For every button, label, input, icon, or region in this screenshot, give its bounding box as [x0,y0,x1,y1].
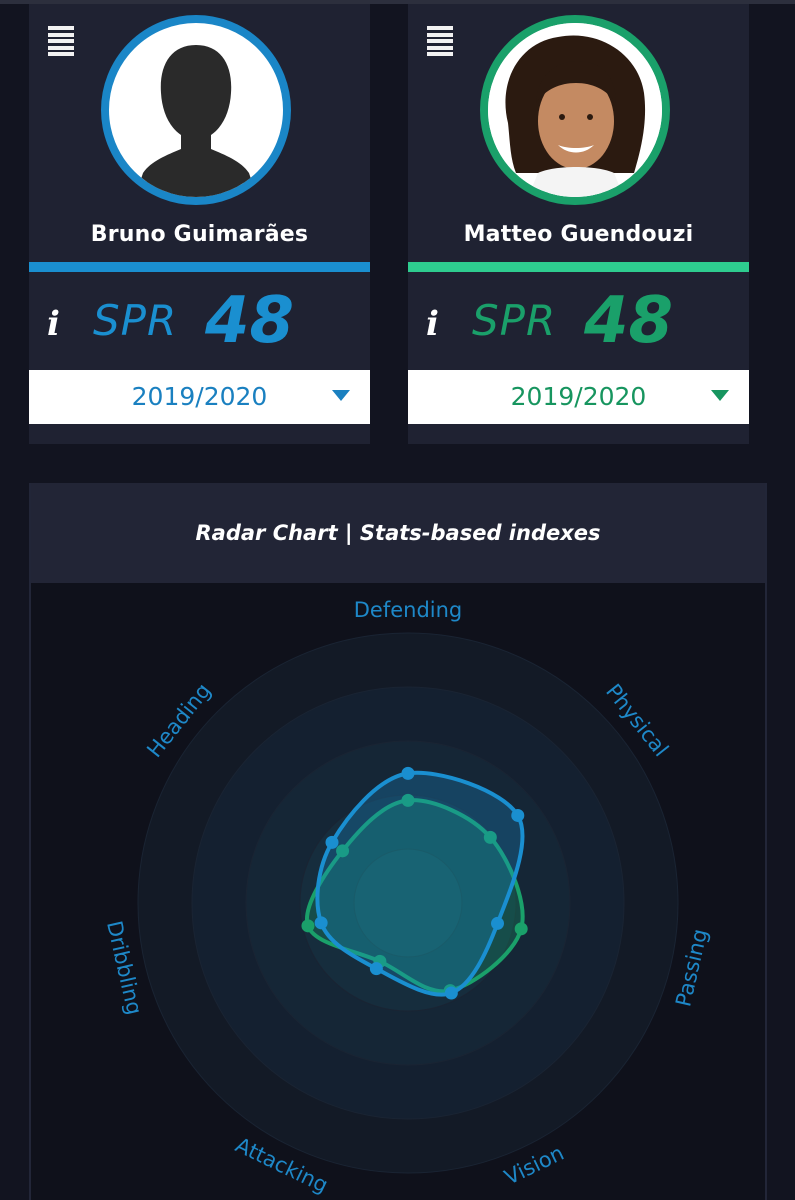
radar-point[interactable] [483,830,497,844]
radar-point[interactable] [369,962,383,976]
caret-down-icon [332,390,350,401]
radar-point[interactable] [401,793,415,807]
radar-grid-ring [353,848,463,958]
radar-chart: DefendingPhysicalPassingVisionAttackingD… [102,598,712,1198]
radar-point[interactable] [325,835,339,849]
radar-point[interactable] [336,844,350,858]
radar-series-matteo-guendouzi[interactable] [304,798,525,994]
menu-icon[interactable] [48,26,74,56]
player-name: Bruno Guimarães [90,222,309,247]
radar-point[interactable] [444,986,458,1000]
season-dropdown[interactable]: 2019/2020 [408,370,749,424]
chart-title: Radar Chart | Stats-based indexes [195,521,601,545]
radar-axis-label-passing: Passing [671,927,712,1009]
radar-chart-panel: Radar Chart | Stats-based indexes Defend… [29,483,767,1200]
radar-axis-label-defending: Defending [354,598,463,622]
radar-point[interactable] [401,766,415,780]
radar-point[interactable] [314,916,328,930]
chart-header: Radar Chart | Stats-based indexes [31,483,765,583]
season-value: 2019/2020 [510,382,647,411]
season-dropdown[interactable]: 2019/2020 [29,370,370,424]
silhouette-icon [135,45,257,197]
spr-label: SPR [93,296,178,345]
spr-value: 48 [584,284,674,358]
player-photo [480,15,670,205]
radar-point[interactable] [490,916,504,930]
player-name: Matteo Guendouzi [463,222,694,247]
player-accent-bar [408,262,749,272]
radar-point[interactable] [301,919,315,933]
caret-down-icon [711,390,729,401]
player-avatar-silhouette [101,15,291,205]
menu-icon[interactable] [427,26,453,56]
spr-label: SPR [472,296,557,345]
radar-point[interactable] [511,808,525,822]
info-icon[interactable]: i [426,304,439,344]
player-card-right: Matteo Guendouzi i SPR 48 2019/2020 [408,4,749,444]
spr-value: 48 [205,284,295,358]
info-icon[interactable]: i [47,304,60,344]
player-card-left: Bruno Guimarães i SPR 48 2019/2020 [29,4,370,444]
season-value: 2019/2020 [131,382,268,411]
top-divider [0,0,795,4]
player-photo-icon [488,23,662,197]
player-accent-bar [29,262,370,272]
radar-point[interactable] [514,922,528,936]
